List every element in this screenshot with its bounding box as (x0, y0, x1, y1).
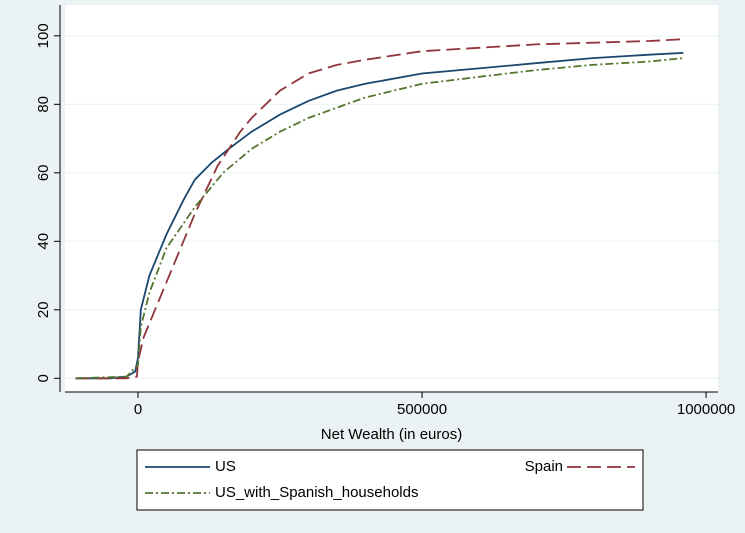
x-tick-label: 1000000 (677, 401, 735, 418)
y-tick-label: 40 (35, 233, 52, 250)
x-axis-label: Net Wealth (in euros) (321, 426, 462, 443)
x-tick-label: 0 (134, 401, 142, 418)
y-tick-label: 0 (35, 374, 52, 382)
series-line (75, 57, 684, 380)
y-tick-label: 60 (35, 164, 52, 181)
series-line (75, 38, 684, 380)
y-tick-label: 100 (35, 23, 52, 48)
legend-box (136, 449, 644, 511)
legend-label: US (215, 458, 236, 475)
y-tick-label: 20 (35, 301, 52, 318)
y-tick-label: 80 (35, 96, 52, 113)
legend-label: US_with_Spanish_households (215, 484, 418, 501)
x-tick-label: 500000 (397, 401, 447, 418)
legend-label: Spain (525, 458, 563, 475)
plot-area (65, 5, 718, 392)
